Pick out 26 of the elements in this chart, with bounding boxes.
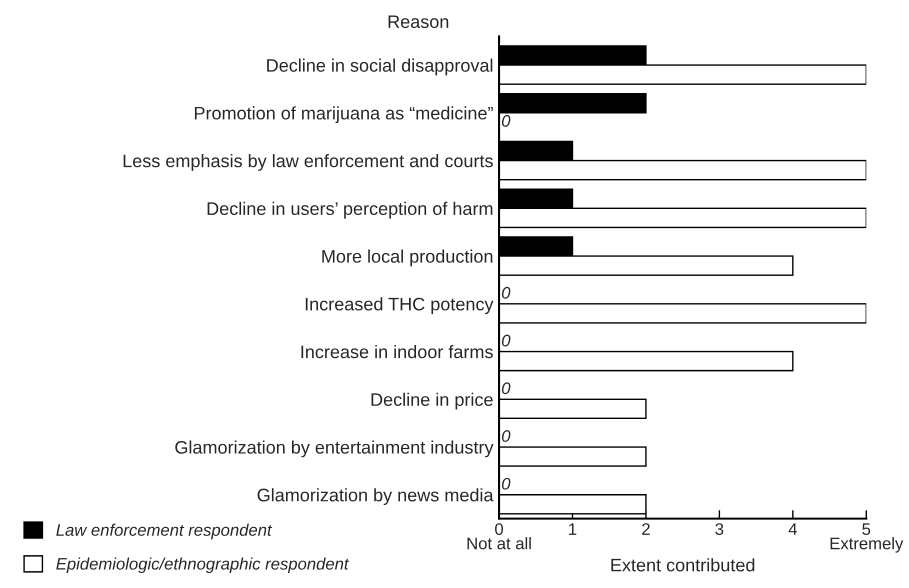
y-tick-label: Decline in price (372, 392, 493, 410)
x-tick-label: 2 (642, 523, 650, 535)
x-tick-label: 0 Not at all (468, 523, 531, 550)
y-tick-label: Increased THC potency (306, 297, 494, 314)
data-label: 0 (502, 478, 510, 490)
y-tick-label: Glamorization by entertainment industry (175, 440, 494, 458)
x-tick-label: 1 (569, 523, 576, 535)
data-label: 0 (502, 286, 510, 299)
y-tick-label: More local production (322, 250, 492, 266)
x-tick-label: 3 (715, 523, 724, 536)
x-axis-title: Extent contributed (611, 558, 754, 572)
y-tick-label: Less emphasis by law enforcement and courts (124, 154, 493, 171)
data-label: 0 (502, 115, 510, 127)
y-tick-label: Decline in social disapproval (267, 58, 492, 76)
y-tick-label: Glamorization by news media (258, 488, 494, 506)
y-tick-label: Decline in users’ perception of harm (208, 202, 492, 219)
data-label: 0 (502, 334, 510, 346)
y-axis-title: Reason (388, 15, 448, 28)
data-label: 0 (502, 430, 510, 442)
x-tick-label: 5 Extremely (830, 523, 904, 553)
legend-label: Epidemiologic/ethnographic respondent (56, 557, 350, 573)
data-label: 0 (502, 382, 510, 394)
legend-label: Law enforcement respondent (56, 524, 272, 540)
y-tick-label: Promotion of marijuana as “medicine” (194, 106, 493, 124)
x-tick-label: 4 (788, 523, 797, 535)
y-tick-label: Increase in indoor farms (301, 344, 493, 358)
